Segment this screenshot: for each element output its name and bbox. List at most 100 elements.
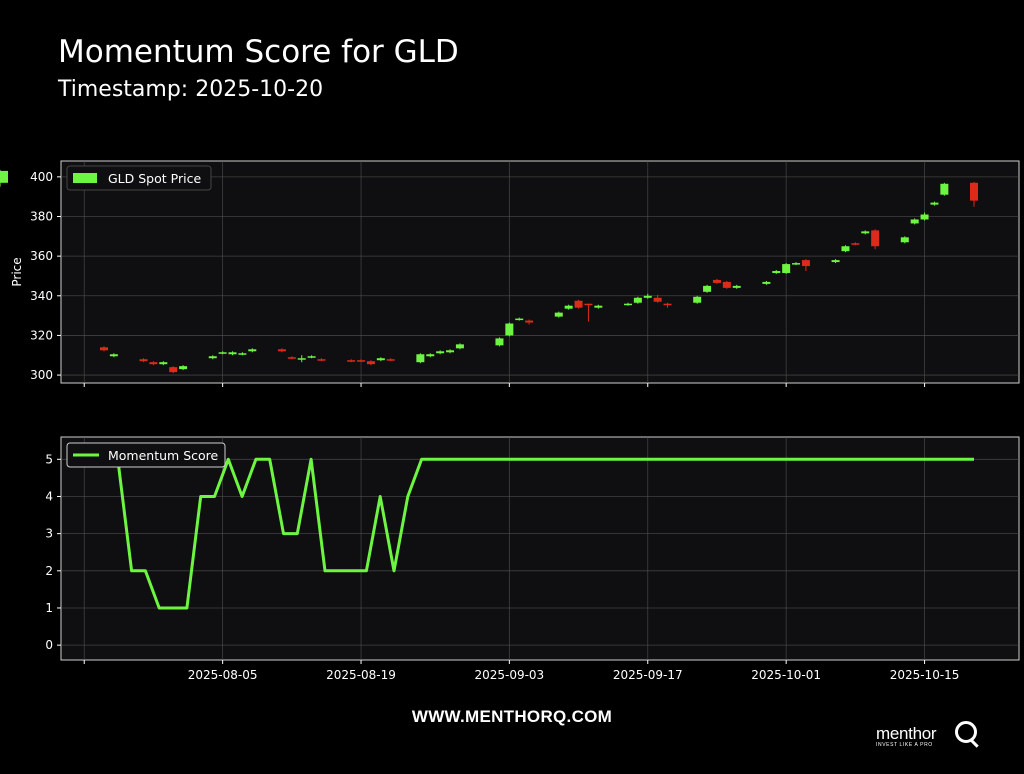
momentum-y-tick-label: 3 [45,527,53,541]
candle-body [782,264,791,273]
price-y-ticks: 300 320 340 360 380 400 [30,170,926,387]
candle-body [455,344,464,349]
candle-body [772,271,781,273]
momentum-legend: Momentum Score [66,442,226,468]
candle-body [732,285,741,288]
candle-body [653,297,662,302]
candle-body [722,281,731,288]
chart-subtitle: Timestamp: 2025-10-20 [58,77,324,102]
candle-body [386,359,395,361]
price-y-tick-label: 300 [30,368,53,382]
candle-body [139,359,148,362]
candle-body [851,243,860,245]
price-y-tick-label: 380 [30,210,53,224]
momentum-x-tick-label: 2025-09-17 [613,668,683,682]
candle-body [525,320,534,323]
candle-body [218,352,227,354]
candle-body [287,357,296,359]
momentum-y-ticks: 0 1 2 3 4 5 [45,452,61,652]
candle-body [693,296,702,303]
price-y-tick-label: 340 [30,289,53,303]
price-legend-label: GLD Spot Price [108,171,201,186]
candle-body [436,351,445,354]
momentum-legend-label: Momentum Score [108,448,219,463]
candle-body [643,295,652,298]
candle-body [100,347,108,351]
candle-body [861,231,870,234]
candle-body [900,237,909,243]
candle-body [277,349,286,352]
candle-body [169,367,178,373]
candle-body [495,338,504,346]
candle-body [712,279,721,283]
candle-body [920,214,929,220]
price-legend: GLD Spot Price [66,165,212,191]
momentum-x-ticks: 2025-08-05 2025-08-19 2025-09-03 2025-09-17… [83,660,960,682]
brand-logo: menthor INVEST LIKE A PRO [876,721,986,754]
candle-body [416,354,425,363]
candle-body [376,358,385,361]
price-grid [61,161,1019,383]
candle-body [633,297,642,303]
momentum-x-tick-label: 2025-09-03 [474,668,544,682]
brand-name: menthor [876,724,937,743]
momentum-x-tick-label: 2025-08-05 [188,668,258,682]
candle-body [930,202,939,205]
candle-body [801,260,810,267]
candle-body [584,303,593,306]
price-y-tick-label: 400 [30,170,53,184]
momentum-panel-background [60,436,1020,661]
candle-body [446,350,455,353]
candle-body [554,312,563,317]
candle-body [248,349,257,352]
price-candles [0,169,978,374]
momentum-y-tick-label: 1 [45,601,53,615]
candle-body [179,366,188,370]
price-panel: 300 320 340 360 380 400 Price GLD Spot Price [0,160,1020,387]
candle-body [426,354,435,357]
candle-body [505,323,514,336]
candle-body [159,362,168,365]
momentum-x-tick-label: 2025-10-15 [890,668,960,682]
candle-body [663,303,672,306]
candle-body [149,362,158,365]
momentum-x-tick-label: 2025-08-19 [326,668,396,682]
price-legend-box [66,165,212,191]
candle-body [762,281,771,284]
price-panel-background [60,160,1020,384]
footer-url[interactable]: WWW.MENTHORQ.COM [411,707,613,726]
price-y-tick-label: 360 [30,249,53,263]
brand-q-icon [955,721,977,743]
candle-body [357,360,366,362]
candle-body [574,300,583,308]
price-y-label: Price [10,257,24,286]
candle-body [940,183,949,195]
candle-body [564,305,573,309]
candle-body [228,352,237,355]
candle-body [109,354,118,357]
momentum-y-tick-label: 5 [45,452,53,466]
candle-body [703,285,712,292]
candle-body [841,246,850,252]
candle-body [831,260,840,263]
momentum-y-tick-label: 0 [45,638,53,652]
candle-body [238,353,247,355]
chart-title: Momentum Score for GLD [58,34,459,70]
candle-body [871,230,880,247]
candle-body [208,356,217,359]
price-y-tick-label: 320 [30,328,53,342]
candle-body [0,170,8,183]
candle-body [515,318,524,321]
candle-body [317,359,326,361]
candle-body [594,305,603,308]
candle-body [910,219,919,224]
momentum-legend-box [66,442,226,468]
candle-body [970,182,978,201]
candle-body [623,303,632,306]
momentum-score-line [104,457,974,610]
momentum-x-tick-label: 2025-10-01 [751,668,821,682]
candle-body [307,356,316,358]
candle-body [366,361,375,365]
